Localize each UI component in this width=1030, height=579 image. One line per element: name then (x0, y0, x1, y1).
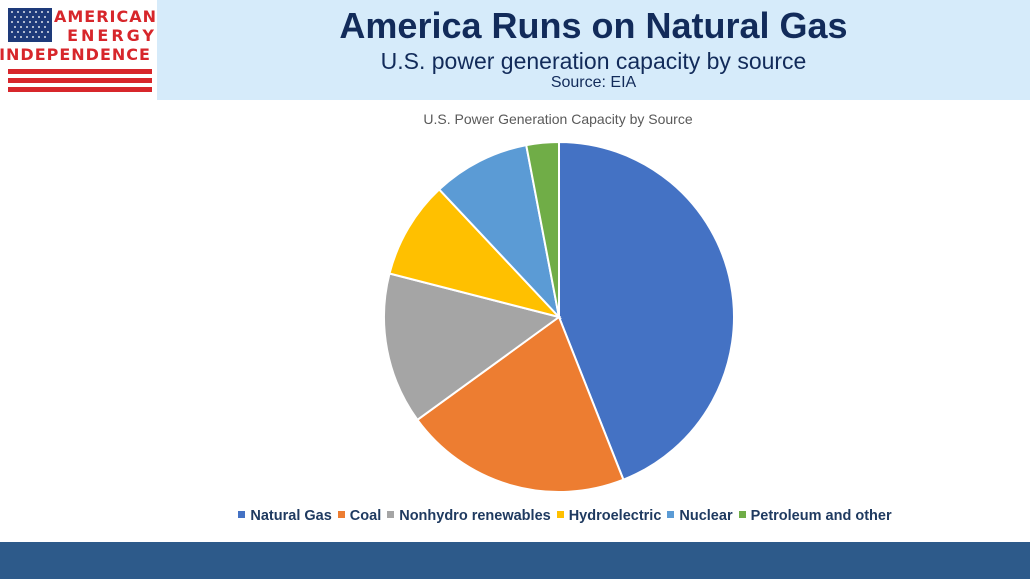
legend-item: Natural Gas (238, 508, 332, 524)
legend-swatch (556, 511, 564, 518)
logo-line-1: AMERICAN (53, 7, 157, 26)
chart-title: U.S. Power Generation Capacity by Source (423, 111, 693, 127)
us-flag-icon (8, 8, 52, 42)
logo: AMERICAN ENERGY INDEPENDENCE (0, 0, 157, 100)
legend-item: Coal (337, 508, 382, 524)
legend-swatch (667, 511, 675, 518)
legend-label: Hydroelectric (568, 508, 662, 524)
legend-swatch (387, 511, 395, 518)
legend-label: Nonhydro renewables (399, 508, 551, 524)
pie-slice-natural-gas (558, 140, 736, 482)
legend-swatch (738, 511, 746, 518)
chart-legend: Natural Gas Coal Nonhydro renewables Hydroe… (0, 508, 1030, 524)
logo-line-3: INDEPENDENCE (0, 45, 151, 64)
header-band (157, 0, 1030, 100)
page-subtitle: U.S. power generation capacity by source (380, 48, 807, 74)
page-title: America Runs on Natural Gas (339, 5, 848, 46)
logo-line-2: ENERGY (67, 26, 157, 45)
legend-label: Natural Gas (250, 508, 332, 524)
pie-slice-coal (416, 315, 625, 493)
legend-item: Nonhydro renewables (387, 508, 551, 524)
legend-label: Nuclear (679, 508, 733, 524)
legend-item: Nuclear (667, 508, 733, 524)
legend-label: Petroleum and other (750, 508, 892, 524)
legend-swatch (238, 511, 246, 518)
pie-slice-petroleum-and-other (525, 140, 560, 318)
footer-band (0, 542, 1030, 579)
source-note: Source: EIA (550, 74, 637, 91)
legend-swatch (337, 511, 345, 518)
logo-stripes (8, 69, 152, 92)
legend-item: Hydroelectric (556, 508, 662, 524)
pie-slice-nonhydro-renewables (383, 272, 562, 422)
pie-slice-nuclear (437, 143, 561, 321)
legend-item: Petroleum and other (738, 508, 892, 524)
pie-slice-hydroelectric (388, 188, 563, 319)
legend-label: Coal (349, 508, 382, 524)
